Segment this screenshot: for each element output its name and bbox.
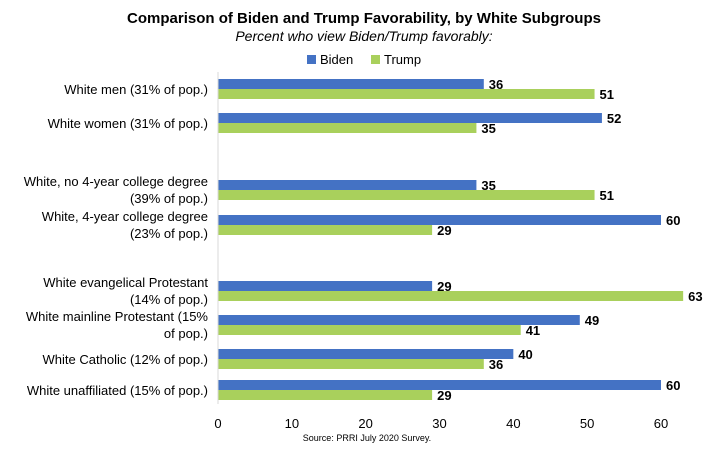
bar-trump	[218, 359, 484, 369]
data-label-trump: 29	[437, 388, 451, 403]
x-tick-label: 30	[432, 416, 446, 431]
legend-swatch-trump	[371, 55, 380, 64]
x-tick-label: 0	[214, 416, 221, 431]
data-label-biden: 60	[666, 378, 680, 393]
bar-trump	[218, 225, 433, 235]
bar-biden	[218, 113, 602, 123]
legend-label-trump: Trump	[384, 52, 421, 67]
legend: Biden Trump	[307, 52, 421, 67]
x-tick-label: 50	[580, 416, 594, 431]
category-labels: White men (31% of pop.) White women (31% …	[24, 82, 209, 398]
x-tick-label: 20	[358, 416, 372, 431]
bar-biden	[218, 281, 433, 291]
category-label: White evangelical Protestant (14% of pop.…	[43, 275, 208, 307]
x-tick-label: 60	[654, 416, 668, 431]
category-label: White, no 4-year college degree (39% of p…	[24, 174, 208, 206]
bar-biden	[218, 180, 477, 190]
x-axis-ticks: 0 10 20 30 40 50 60	[214, 416, 668, 431]
data-label-biden: 60	[666, 213, 680, 228]
bar-biden	[218, 315, 580, 325]
bar-biden	[218, 79, 484, 89]
data-label-biden: 35	[481, 178, 495, 193]
data-label-trump: 51	[600, 87, 614, 102]
bar-biden	[218, 215, 661, 225]
data-label-trump: 35	[481, 121, 495, 136]
bar-trump	[218, 123, 477, 133]
bar-trump	[218, 325, 521, 335]
bar-trump	[218, 89, 595, 99]
bar-trump	[218, 190, 595, 200]
bar-trump	[218, 390, 433, 400]
data-label-trump: 41	[526, 323, 540, 338]
x-tick-label: 10	[285, 416, 299, 431]
data-label-trump: 36	[489, 357, 503, 372]
category-label: White women (31% of pop.)	[48, 116, 208, 131]
category-label: White unaffiliated (15% of pop.)	[27, 383, 208, 398]
data-label-trump: 51	[600, 188, 614, 203]
data-label-biden: 40	[518, 347, 532, 362]
category-label: White, 4-year college degree (23% of pop.…	[42, 209, 208, 241]
x-tick-label: 40	[506, 416, 520, 431]
bar-biden	[218, 349, 514, 359]
category-label: White Catholic (12% of pop.)	[43, 352, 208, 367]
data-label-trump: 29	[437, 223, 451, 238]
data-label-biden: 29	[437, 279, 451, 294]
category-label: White men (31% of pop.)	[64, 82, 208, 97]
legend-swatch-biden	[307, 55, 316, 64]
source-note: Source: PRRI July 2020 Survey.	[303, 433, 431, 443]
bar-biden	[218, 380, 661, 390]
chart-subtitle: Percent who view Biden/Trump favorably:	[235, 28, 492, 44]
data-label-biden: 36	[489, 77, 503, 92]
data-label-biden: 52	[607, 111, 621, 126]
bar-trump	[218, 291, 684, 301]
data-label-trump: 63	[688, 289, 702, 304]
legend-label-biden: Biden	[320, 52, 353, 67]
chart-title: Comparison of Biden and Trump Favorabili…	[127, 10, 601, 27]
category-label: White mainline Protestant (15% of pop.)	[26, 309, 209, 341]
data-label-biden: 49	[585, 313, 599, 328]
bars: 36 52 35 60 29 49 40 60 51 35 51 29 63 41 36 29	[218, 77, 703, 403]
